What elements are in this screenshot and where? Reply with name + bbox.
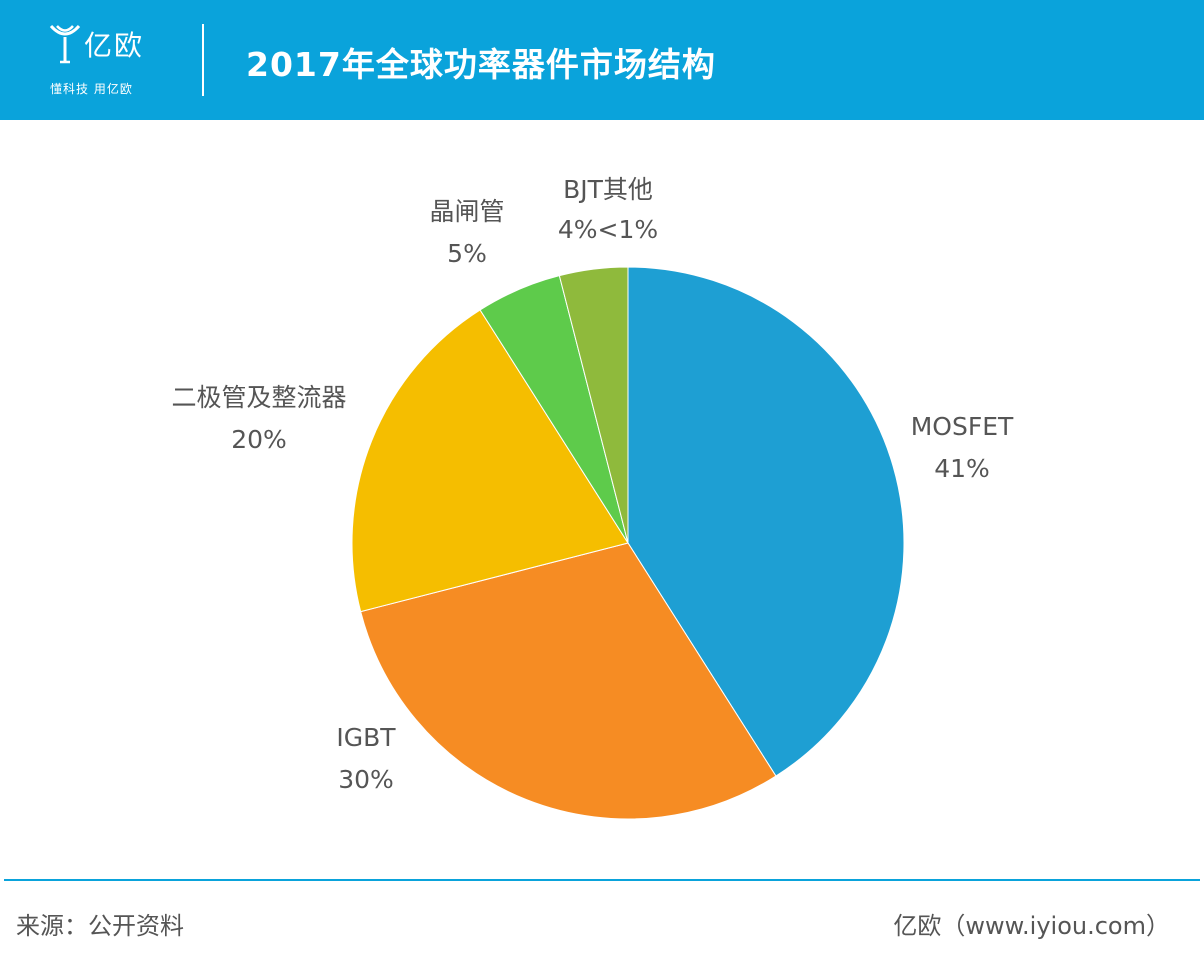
header-divider — [202, 24, 204, 96]
logo-mark-icon — [49, 24, 81, 64]
label-diode-name: 二极管及整流器 — [171, 383, 347, 412]
header-banner: 亿欧 懂科技 用亿欧 2017年全球功率器件市场结构 — [0, 0, 1204, 120]
label-igbt-value: 30% — [338, 765, 394, 794]
pie-slice-bjt-other — [558, 266, 629, 544]
pie-slice-diode-rectifier — [351, 309, 629, 613]
label-igbt: IGBT 30% — [336, 725, 395, 792]
label-thyristor-value: 5% — [447, 239, 487, 268]
logo-name: 亿欧 — [84, 29, 145, 62]
label-thyristor-name: 晶闸管 — [429, 197, 505, 226]
logo: 亿欧 懂科技 用亿欧 — [40, 20, 170, 100]
logo-tagline: 懂科技 用亿欧 — [50, 82, 133, 96]
label-diode-value: 20% — [231, 425, 287, 454]
source-note: 来源：公开资料 — [16, 912, 184, 940]
pie-slice-igbt — [360, 542, 777, 820]
label-mosfet-name: MOSFET — [910, 412, 1014, 441]
chart-title: 2017年全球功率器件市场结构 — [246, 45, 716, 84]
label-mosfet: MOSFET 41% — [911, 414, 1014, 481]
label-mosfet-value: 41% — [934, 454, 990, 483]
site-credit: 亿欧（www.iyiou.com） — [893, 912, 1170, 940]
label-bjt-value: 4% — [557, 215, 598, 244]
label-bjt: BJT其他 4%<1% — [558, 177, 658, 242]
footer-divider — [4, 879, 1200, 881]
label-diode: 二极管及整流器 20% — [171, 385, 346, 452]
label-bjt-name: BJT其他 — [563, 175, 653, 204]
pie-slice-mosfet — [627, 266, 905, 777]
label-other-value: <1% — [597, 215, 659, 244]
label-igbt-name: IGBT — [336, 723, 396, 752]
label-thyristor: 晶闸管 5% — [429, 199, 504, 266]
